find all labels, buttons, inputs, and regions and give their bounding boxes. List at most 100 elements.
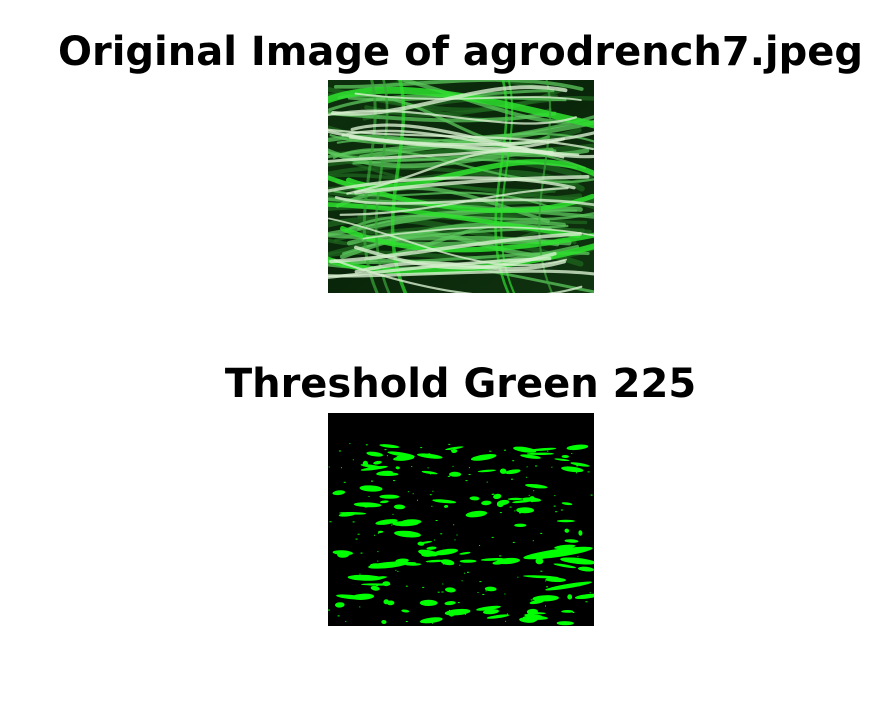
mask-speckle	[519, 512, 522, 514]
mask-speckle	[527, 620, 530, 622]
mask-speckle	[528, 494, 530, 496]
threshold-image-panel	[328, 413, 594, 626]
mask-blob	[561, 502, 573, 506]
grass-strand	[332, 148, 594, 184]
mask-blob	[527, 612, 546, 615]
mask-speckle	[392, 513, 394, 515]
mask-speckle	[365, 444, 368, 446]
mask-blob	[561, 609, 574, 613]
mask-blob	[523, 575, 559, 579]
mask-blob	[379, 444, 400, 449]
mask-speckle	[587, 471, 590, 473]
mask-speckle	[340, 467, 342, 469]
mask-blob	[375, 519, 398, 525]
mask-speckle	[371, 480, 373, 482]
mask-blob	[525, 483, 548, 489]
mask-blob	[426, 546, 437, 550]
mask-blob	[405, 563, 422, 566]
mask-speckle	[391, 524, 393, 526]
mask-blob	[545, 577, 566, 583]
mask-blob	[522, 615, 548, 620]
mask-speckle	[432, 490, 434, 492]
grass-strand	[328, 176, 576, 193]
mask-speckle	[360, 552, 363, 554]
mask-speckle	[571, 453, 573, 454]
mask-speckle	[492, 493, 495, 495]
mask-speckle	[411, 466, 413, 468]
mask-speckle	[397, 571, 399, 572]
mask-speckle	[343, 481, 346, 483]
mask-speckle	[434, 472, 436, 474]
mask-speckle	[440, 533, 443, 535]
mask-speckle	[477, 592, 479, 593]
mask-speckle	[352, 521, 355, 523]
mask-speckle	[565, 559, 567, 561]
mask-speckle	[590, 494, 593, 496]
mask-blob	[570, 462, 590, 467]
original-image-title: Original Image of agrodrench7.jpeg	[57, 29, 864, 75]
grass-strand	[331, 85, 568, 116]
grass-strand	[334, 196, 594, 207]
mask-speckle	[412, 493, 414, 495]
mask-blob	[425, 559, 445, 563]
mask-speckle	[517, 525, 520, 527]
mask-blob	[373, 460, 382, 465]
mask-speckle	[384, 449, 387, 451]
mask-blob	[574, 593, 594, 600]
mask-speckle	[337, 615, 340, 617]
mask-speckle	[540, 532, 543, 534]
mask-speckle	[352, 459, 354, 461]
mask-blob	[395, 466, 400, 470]
mask-blob	[445, 446, 464, 451]
grass-strand	[333, 80, 584, 91]
mask-blob	[514, 523, 527, 528]
mask-speckle	[533, 490, 535, 492]
grass-strand	[395, 80, 571, 124]
mask-speckle	[328, 609, 330, 611]
grass-strand	[328, 269, 594, 278]
mask-speckle	[512, 460, 515, 462]
mask-blob	[556, 519, 575, 523]
mask-speckle	[581, 569, 583, 570]
mask-blob	[520, 454, 541, 459]
mask-blob	[483, 609, 499, 615]
mask-blob	[481, 500, 492, 506]
mask-blob	[459, 551, 471, 555]
mask-speckle	[564, 552, 567, 554]
mask-speckle	[539, 576, 541, 578]
mask-speckle	[547, 450, 549, 452]
mask-speckle	[555, 511, 558, 513]
grass-strand	[339, 226, 594, 253]
mask-speckle	[420, 447, 423, 449]
mask-speckle	[509, 506, 512, 508]
mask-speckle	[506, 613, 508, 615]
grass-strand	[328, 175, 594, 213]
mask-blob	[561, 454, 569, 459]
mask-speckle	[377, 551, 379, 553]
mask-speckle	[511, 478, 513, 480]
mask-speckle	[504, 593, 506, 595]
mask-speckle	[554, 495, 556, 497]
mask-speckle	[429, 494, 432, 496]
mask-blob	[513, 446, 537, 453]
mask-blob	[577, 566, 594, 572]
mask-speckle	[530, 599, 533, 601]
mask-blob	[337, 551, 350, 558]
mask-speckle	[349, 443, 351, 445]
mask-speckle	[407, 491, 409, 493]
mask-speckle	[482, 594, 485, 595]
mask-blob	[554, 458, 570, 462]
mask-speckle	[576, 472, 577, 474]
mask-speckle	[468, 467, 470, 469]
mask-blob	[336, 594, 363, 600]
mask-blob	[379, 494, 400, 499]
mask-blob	[445, 587, 456, 593]
mask-speckle	[353, 577, 356, 578]
grass-strand	[354, 259, 566, 274]
mask-speckle	[589, 592, 591, 594]
mask-speckle	[491, 536, 494, 538]
mask-speckle	[448, 443, 451, 445]
mask-speckle	[499, 555, 502, 557]
mask-blob	[496, 557, 520, 565]
original-image-photo	[328, 80, 594, 293]
